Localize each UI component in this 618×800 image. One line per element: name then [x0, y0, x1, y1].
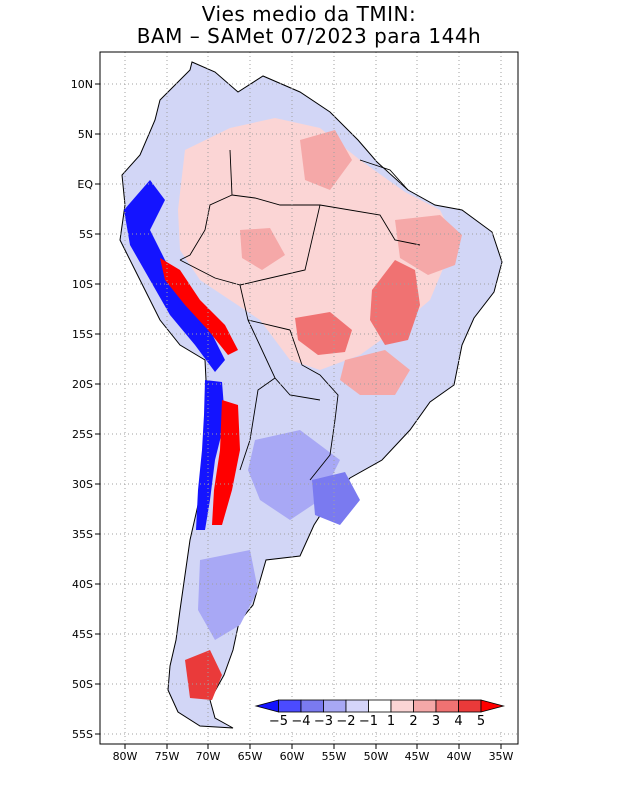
colorbar-swatch — [413, 699, 437, 713]
lon-label: 60W — [280, 750, 305, 763]
colorbar-label: −4 — [291, 714, 310, 729]
colorbar-swatch — [435, 699, 459, 713]
patagonia-blue-patch — [198, 550, 258, 640]
lat-label: 5S — [79, 228, 93, 241]
lat-label: 25S — [72, 428, 93, 441]
uruguay-blue-patch — [312, 472, 360, 525]
amazon-center-patch — [240, 228, 285, 270]
lat-label: 10S — [72, 278, 93, 291]
colorbar-swatches — [254, 699, 506, 713]
continent-layer — [119, 61, 503, 729]
title-line-1: Vies medio da TMIN: — [201, 2, 417, 26]
colorbar-label: 2 — [409, 714, 417, 729]
east-brazil-red-patch — [370, 260, 420, 345]
lon-label: 65W — [238, 750, 263, 763]
lat-label: 30S — [72, 478, 93, 491]
lat-label: 45S — [72, 628, 93, 641]
lat-label: 15S — [72, 328, 93, 341]
guianas-red-patch — [300, 130, 352, 190]
northeast-red-patch — [395, 215, 462, 275]
colorbar-label: 3 — [432, 714, 440, 729]
lon-label: 35W — [489, 750, 514, 763]
colorbar-swatch — [345, 699, 369, 713]
lat-label: 5N — [78, 128, 93, 141]
lon-label: 40W — [447, 750, 472, 763]
patagonia-red-patch — [185, 650, 222, 700]
colorbar-label: 4 — [454, 714, 462, 729]
lat-label: 35S — [72, 528, 93, 541]
colorbar-swatch — [300, 699, 324, 713]
lon-label: 75W — [155, 750, 180, 763]
colorbar-label: 1 — [387, 714, 395, 729]
colorbar: −5 −4 −3 −2 −1 1 2 3 4 5 — [254, 699, 510, 730]
lon-label: 80W — [113, 750, 138, 763]
colorbar-labels: −5 −4 −3 −2 −1 1 2 3 4 5 — [269, 714, 485, 729]
colorbar-swatch — [368, 699, 392, 713]
title-line-2: BAM – SAMet 07/2023 para 144h — [136, 24, 482, 48]
lat-label: 40S — [72, 578, 93, 591]
colorbar-swatch — [390, 699, 414, 713]
lon-label: 70W — [196, 750, 221, 763]
lat-label: 10N — [71, 78, 93, 91]
map-frame — [99, 51, 519, 745]
grid-lines — [100, 52, 518, 744]
lat-label: EQ — [77, 178, 93, 191]
central-brazil-red-patch — [295, 312, 352, 355]
lat-label: 20S — [72, 378, 93, 391]
colorbar-label: −3 — [314, 714, 333, 729]
country-borders — [179, 149, 421, 481]
colorbar-arrow-high — [480, 699, 506, 713]
lon-tick-labels: 80W 75W 70W 65W 60W 55W 50W 45W 40W 35W — [113, 750, 514, 763]
lon-label: 45W — [405, 750, 430, 763]
colorbar-swatch — [458, 699, 482, 713]
lon-label: 55W — [322, 750, 347, 763]
colorbar-swatch — [323, 699, 347, 713]
colorbar-label: −2 — [336, 714, 355, 729]
colorbar-label: 5 — [477, 714, 485, 729]
lon-label: 50W — [364, 750, 389, 763]
andes-chile-blue — [196, 380, 225, 530]
tick-marks — [95, 83, 502, 749]
lat-label: 50S — [72, 678, 93, 691]
andes-chile-red — [212, 400, 240, 525]
andes-peru-red — [160, 258, 238, 355]
lat-tick-labels: 10N 5N EQ 5S 10S 15S 20S 25S 30S 35S 40S… — [71, 78, 94, 741]
colorbar-swatch — [278, 699, 302, 713]
colorbar-label: −1 — [359, 714, 378, 729]
colorbar-label: −5 — [269, 714, 288, 729]
lat-label: 55S — [72, 728, 93, 741]
